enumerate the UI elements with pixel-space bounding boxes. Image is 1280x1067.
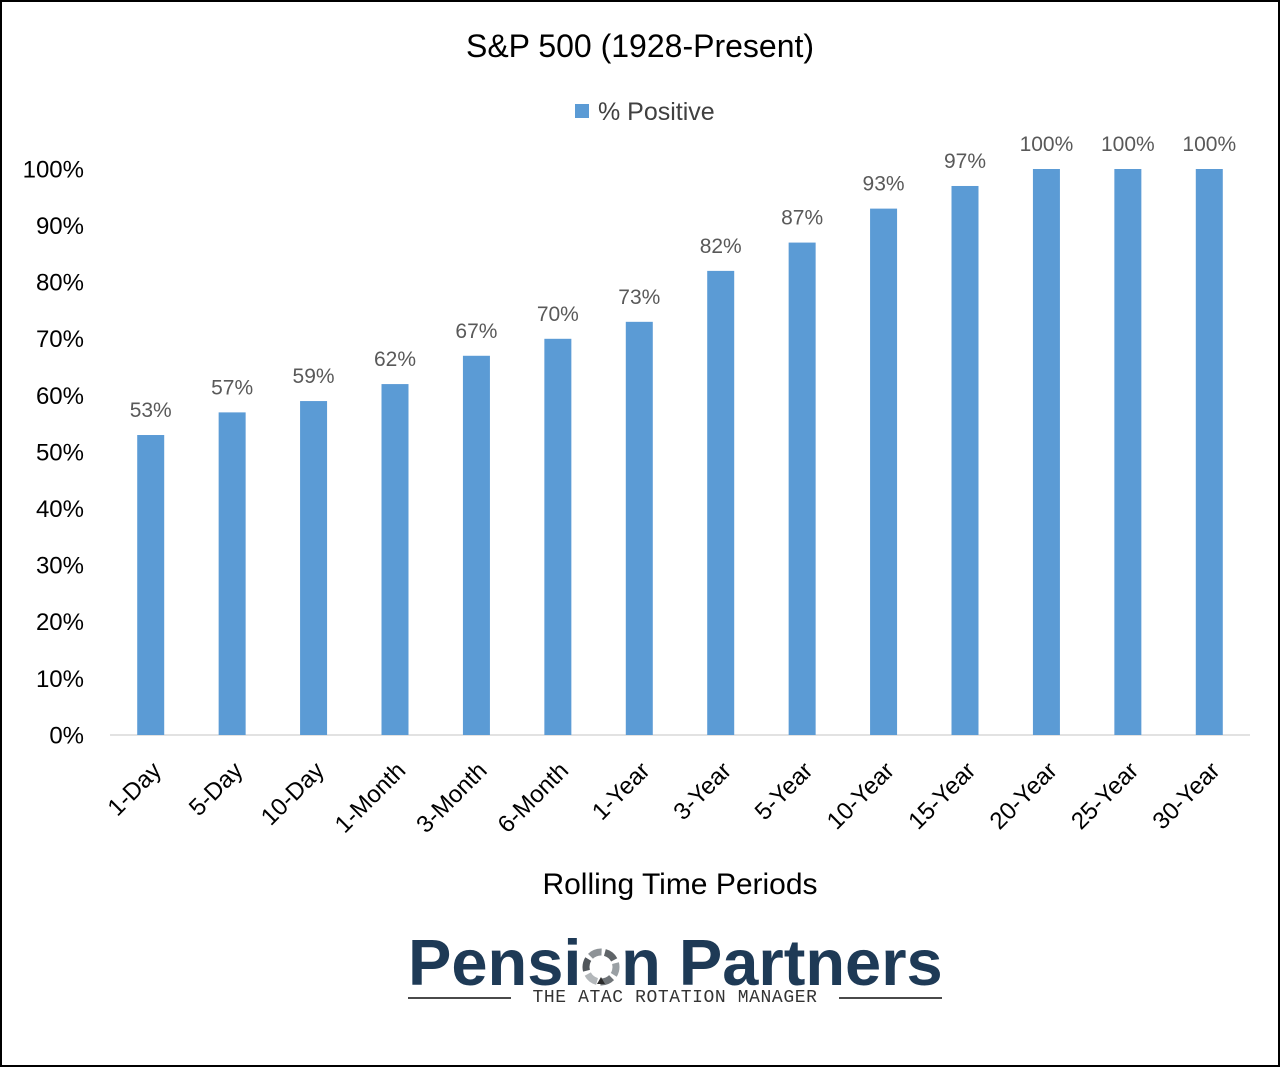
x-tick-label-25-year: 25-Year [1066, 757, 1144, 835]
bar-25-year [1114, 169, 1142, 735]
bar-10-year [870, 208, 898, 735]
bar-30-year [1195, 169, 1223, 735]
bar-3-year [707, 270, 735, 735]
bar-15-year [951, 185, 979, 736]
x-tick-label-10-day: 10-Day [256, 757, 330, 831]
bar-3-month [462, 355, 490, 735]
x-tick-label-1-day: 1-Day [103, 757, 167, 821]
y-tick-label-40: 40% [36, 496, 84, 523]
x-axis-tick-labels: 1-Day 5-Day 10-Day 1-Month 3-Month 6-Month 1-Y… [103, 757, 1226, 838]
data-label-1-day: 53% [130, 399, 172, 422]
y-tick-label-30: 30% [36, 553, 84, 580]
x-tick-label-3-year: 3-Year [668, 757, 736, 825]
chart-title: S&P 500 (1928-Present) [466, 28, 814, 64]
data-label-6-month: 70% [537, 303, 579, 326]
data-label-5-year: 87% [781, 207, 823, 230]
data-label-1-month: 62% [374, 348, 416, 371]
legend: % Positive [575, 98, 715, 126]
data-label-20-year: 100% [1020, 133, 1074, 156]
bar-5-year [788, 242, 816, 735]
bars [137, 169, 1223, 736]
tagline-rule-right [838, 997, 943, 999]
y-tick-label-90: 90% [36, 213, 84, 240]
data-label-1-year: 73% [618, 286, 660, 309]
x-tick-label-6-month: 6-Month [493, 757, 574, 838]
y-tick-label-100: 100% [23, 156, 84, 183]
data-label-25-year: 100% [1101, 133, 1155, 156]
bar-1-day [137, 435, 165, 735]
y-tick-label-0: 0% [49, 722, 84, 749]
data-label-15-year: 97% [944, 150, 986, 173]
logo-text-end: n Partners [621, 926, 943, 999]
y-tick-label-80: 80% [36, 270, 84, 297]
rotation-ring-icon [582, 948, 620, 986]
bar-5-day [218, 412, 246, 735]
data-label-3-month: 67% [455, 320, 497, 343]
x-tick-label-1-month: 1-Month [330, 757, 411, 838]
ring-segment [582, 948, 620, 986]
logo-text-start: Pensi [408, 926, 582, 999]
y-axis-tick-labels: 0% 10% 20% 30% 40% 50% 60% 70% 80% 90% 100% [23, 156, 84, 749]
data-label-30-year: 100% [1182, 133, 1236, 156]
legend-swatch [575, 104, 589, 118]
logo-wordmark: Pensi on Partners [408, 930, 943, 995]
bar-1-month [381, 384, 409, 735]
data-labels: 53% 57% 59% 62% 67% 70% 73% 82% 87% 93% 97% 100% 100… [130, 133, 1236, 422]
tagline-rule-left [408, 997, 512, 999]
y-tick-label-60: 60% [36, 383, 84, 410]
bar-1-year [625, 321, 653, 735]
bar-6-month [544, 338, 572, 735]
logo-tagline-row: THE ATAC ROTATION MANAGER [408, 988, 943, 1008]
y-tick-label-50: 50% [36, 439, 84, 466]
x-axis-title: Rolling Time Periods [542, 868, 817, 901]
x-tick-label-3-month: 3-Month [411, 757, 492, 838]
bar-10-day [300, 401, 328, 735]
data-label-10-day: 59% [293, 365, 335, 388]
y-tick-label-70: 70% [36, 326, 84, 353]
x-tick-label-15-year: 15-Year [903, 757, 981, 835]
x-tick-label-10-year: 10-Year [822, 757, 900, 835]
data-label-5-day: 57% [211, 376, 253, 399]
x-tick-label-30-year: 30-Year [1148, 757, 1226, 835]
data-label-3-year: 82% [700, 235, 742, 258]
y-tick-label-20: 20% [36, 609, 84, 636]
x-tick-label-1-year: 1-Year [587, 757, 655, 825]
y-tick-label-10: 10% [36, 666, 84, 693]
ring-segment [582, 948, 620, 986]
x-tick-label-5-day: 5-Day [184, 757, 248, 821]
pension-partners-logo: Pensi on Partners THE ATAC ROTATION MANA… [408, 930, 943, 1010]
x-tick-label-20-year: 20-Year [985, 757, 1063, 835]
data-label-10-year: 93% [863, 173, 905, 196]
legend-label: % Positive [598, 98, 715, 126]
x-tick-label-5-year: 5-Year [750, 757, 818, 825]
bar-20-year [1032, 169, 1060, 735]
ring-arrow-wedge [597, 977, 606, 984]
logo-tagline: THE ATAC ROTATION MANAGER [532, 988, 818, 1008]
logo-ring-letter: o [581, 926, 621, 999]
